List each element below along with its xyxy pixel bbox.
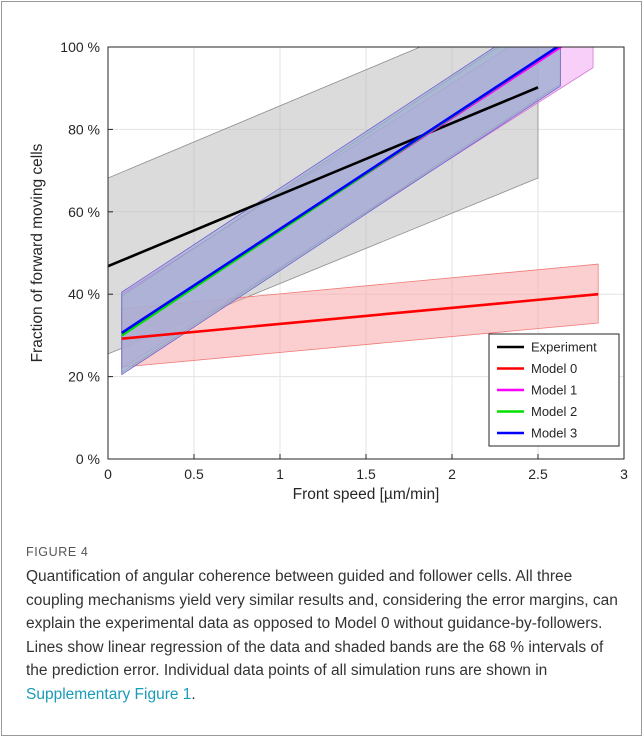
x-tick-label: 1 [276,466,284,482]
chart: 0 0.5 1 1.5 2 2.5 3 0 % 20 % 40 % 60 % 80 % 100 % Fr… [29,39,628,503]
caption-end: . [191,685,196,703]
x-tick-label: 1.5 [356,466,376,482]
x-tick-label: 0 [104,466,112,482]
x-axis-label: Front speed [µm/min] [293,486,440,503]
y-tick-label: 60 % [68,204,100,220]
figure-label: FIGURE 4 [26,545,89,559]
axis-ticks: 0 0.5 1 1.5 2 2.5 3 0 % 20 % 40 % 60 % 80 % 100 % [60,39,628,482]
figure-caption: Quantification of angular coherence betw… [26,565,626,706]
caption-text: Quantification of angular coherence betw… [26,568,618,679]
y-tick-label: 80 % [68,121,100,137]
figure-caption-block: FIGURE 4 Quantification of angular coher… [26,545,626,706]
y-tick-label: 100 % [60,39,100,55]
regression-lines [108,47,599,340]
series-line-model-3 [121,47,560,335]
series-line-model-0 [121,292,599,340]
x-tick-label: 3 [620,466,628,482]
y-tick-label: 0 % [76,451,100,467]
y-axis-label: Fraction of forward moving cells [29,143,46,362]
y-tick-label: 40 % [68,286,100,302]
legend-label: Model 2 [531,404,577,419]
supplementary-figure-link[interactable]: Supplementary Figure 1 [26,685,192,703]
legend-label: Model 3 [531,426,577,441]
legend-label: Model 1 [531,383,577,398]
x-tick-label: 2.5 [528,466,548,482]
x-tick-label: 0.5 [184,466,204,482]
legend-label: Model 0 [531,361,577,376]
legend: Experiment Model 0 Model 1 Model 2 Model 3 [488,333,620,447]
error-band-model-3 [121,47,561,376]
legend-label: Experiment [531,340,597,355]
x-tick-label: 2 [448,466,456,482]
y-tick-label: 20 % [68,369,100,385]
series-line-experiment [108,86,539,268]
